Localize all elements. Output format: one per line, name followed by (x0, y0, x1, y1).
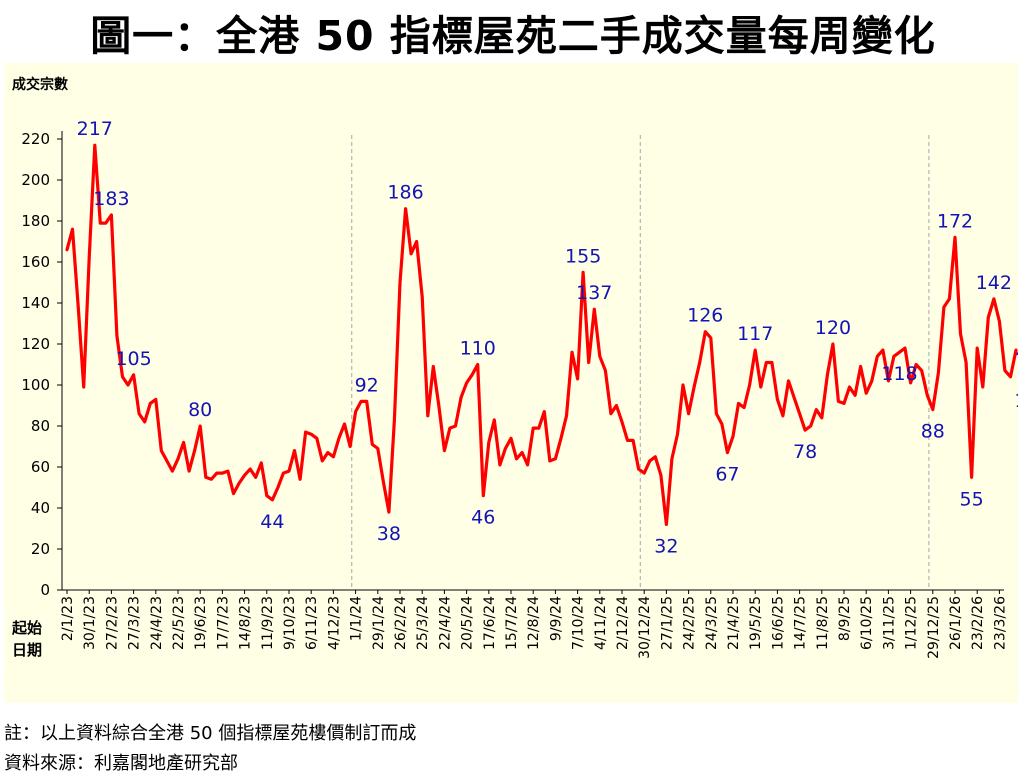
x-tick-label: 29/12/25 (926, 596, 942, 659)
y-tick-label: 0 (40, 581, 50, 599)
data-label: 120 (815, 317, 851, 339)
up-arrow-icon (1016, 351, 1018, 356)
x-tick-label: 29/1/24 (371, 596, 387, 650)
data-label: 137 (576, 282, 612, 304)
data-label: 118 (881, 363, 917, 385)
x-tick-label: 9/10/23 (282, 596, 298, 650)
x-tick-label: 19/6/23 (193, 596, 209, 650)
y-tick-label: 60 (31, 458, 50, 476)
x-tick-label: 26/1/26 (948, 596, 964, 650)
x-tick-label: 15/7/24 (504, 596, 520, 650)
x-tick-label: 2/12/24 (615, 596, 631, 650)
x-tick-label: 24/2/25 (682, 596, 698, 650)
data-label: 183 (93, 188, 129, 210)
line-chart: 成交宗數 0 20 40 60 80 100 120 140 160 180 200 220 2/1/23… (11, 76, 1018, 659)
x-tick-label: 21/4/25 (726, 596, 742, 650)
x-tick-label: 27/2/23 (104, 596, 120, 650)
chart-title: 圖一：全港 50 指標屋苑二手成交量每周變化 (90, 12, 936, 60)
data-label: 92 (355, 374, 379, 396)
x-tick-label: 16/6/25 (770, 596, 786, 650)
x-axis-label: 日期 (12, 641, 42, 659)
x-tick-label: 23/3/26 (992, 596, 1008, 650)
data-label: 155 (565, 245, 601, 267)
x-tick-label: 26/2/24 (393, 596, 409, 650)
x-tick-label: 22/4/24 (437, 596, 453, 650)
x-tick-label: 6/10/25 (859, 596, 875, 650)
x-tick-label: 4/12/23 (326, 596, 342, 650)
data-label: 78 (793, 441, 817, 463)
x-tick-label: 30/1/23 (82, 596, 98, 650)
x-tick-label: 30/12/24 (637, 596, 653, 659)
x-tick-label: 7/10/24 (571, 596, 587, 650)
x-tick-label: 12/8/24 (526, 596, 542, 650)
y-tick-label: 160 (21, 253, 50, 271)
data-label: 80 (188, 399, 212, 421)
x-tick-label: 24/3/25 (704, 596, 720, 650)
x-tick-label: 27/1/25 (659, 596, 675, 650)
data-label: 172 (937, 210, 973, 232)
x-tick-label: 9/9/24 (548, 596, 564, 641)
x-tick-label: 11/8/25 (815, 596, 831, 650)
x-tick-label: 17/6/24 (482, 596, 498, 650)
x-tick-label: 1/12/25 (904, 596, 920, 650)
y-tick-label: 220 (21, 130, 50, 148)
x-tick-label: 3/11/25 (881, 596, 897, 650)
x-tick-label: 23/2/26 (970, 596, 986, 650)
data-label: 186 (387, 182, 423, 204)
x-axis-label: 起始 (11, 619, 42, 637)
data-label: 88 (921, 421, 945, 443)
data-label: 126 (687, 305, 723, 327)
x-tick-label: 17/7/23 (215, 596, 231, 650)
data-label: 46 (471, 507, 495, 529)
data-label: 104 (1014, 390, 1018, 412)
footnote: 註：以上資料綜合全港 50 個指標屋苑樓價制訂而成 (4, 723, 417, 744)
series-line (65, 143, 1018, 526)
data-label: 117 (737, 323, 773, 345)
x-tick-label: 1/1/24 (349, 596, 365, 641)
y-tick-label: 200 (21, 171, 50, 189)
data-label: 142 (976, 272, 1012, 294)
data-label: 217 (77, 118, 113, 140)
data-label: 32 (654, 535, 678, 557)
x-tick-label: 2/1/23 (60, 596, 76, 641)
x-tick-label: 8/9/25 (837, 596, 853, 641)
x-tick-label: 25/3/24 (415, 596, 431, 650)
chart-panel: 成交宗數 0 20 40 60 80 100 120 140 160 180 200 220 2/1/23… (4, 63, 1018, 703)
y-tick-label: 140 (21, 294, 50, 312)
x-tick-label: 14/7/25 (793, 596, 809, 650)
y-tick-label: 80 (31, 417, 50, 435)
y-tick-label: 180 (21, 212, 50, 230)
y-tick-label: 20 (31, 540, 50, 558)
data-label: 67 (715, 464, 739, 486)
data-label: 38 (377, 523, 401, 545)
x-tick-label: 27/3/23 (127, 596, 143, 650)
x-tick-label: 19/5/25 (748, 596, 764, 650)
y-tick-label: 40 (31, 499, 50, 517)
x-tick-label: 11/9/23 (260, 596, 276, 650)
x-tick-label: 22/5/23 (171, 596, 187, 650)
source-note: 資料來源：利嘉閣地產研究部 (4, 753, 238, 774)
data-label: 55 (960, 488, 984, 510)
y-tick-label: 100 (21, 376, 50, 394)
data-label: 105 (115, 348, 151, 370)
x-tick-label: 4/11/24 (593, 596, 609, 650)
x-tick-label: 14/8/23 (238, 596, 254, 650)
data-label: 44 (260, 511, 284, 533)
y-tick-label: 120 (21, 335, 50, 353)
x-tick-label: 24/4/23 (149, 596, 165, 650)
data-label: 110 (460, 338, 496, 360)
y-axis-label: 成交宗數 (12, 76, 68, 93)
x-tick-label: 6/11/23 (304, 596, 320, 650)
x-tick-label: 20/5/24 (460, 596, 476, 650)
